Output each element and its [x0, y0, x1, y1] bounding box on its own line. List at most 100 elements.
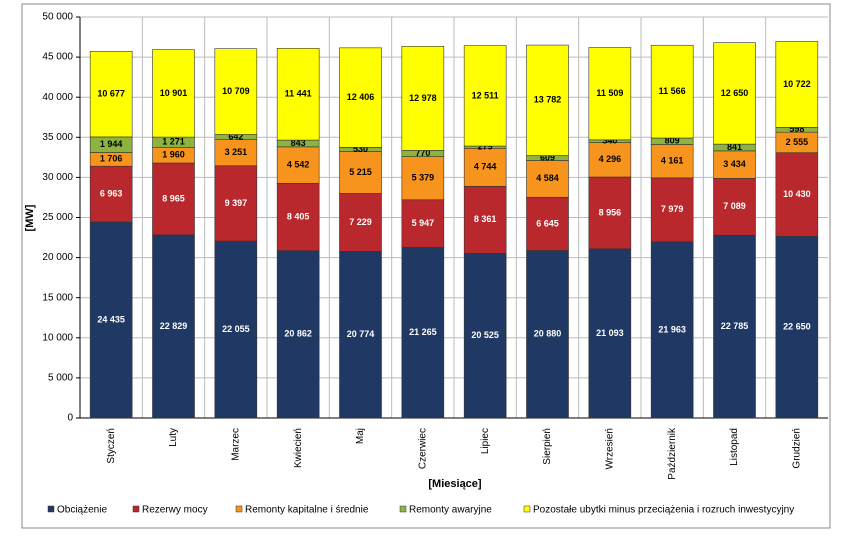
- legend-swatch: [47, 505, 55, 513]
- y-tick-label: 10 000: [42, 332, 73, 343]
- value-label: 10 722: [783, 79, 811, 89]
- x-tick-label: Luty: [168, 428, 179, 447]
- bar-segment: [152, 234, 195, 419]
- bar-segment: [214, 139, 258, 167]
- value-label: 4 296: [599, 154, 622, 164]
- bar-segment: [339, 151, 382, 194]
- value-label: 20 525: [471, 330, 499, 340]
- bar-segment: [775, 152, 819, 237]
- value-label: 13 782: [534, 95, 562, 105]
- bar-segment: [713, 150, 756, 179]
- value-label: 22 785: [721, 321, 749, 331]
- bar-segment: [276, 146, 320, 184]
- value-label: 3 251: [225, 147, 248, 157]
- y-tick-label: 20 000: [42, 252, 73, 263]
- value-label: 5 379: [412, 173, 435, 183]
- value-label: 7 229: [349, 217, 372, 227]
- bar-segment: [713, 234, 756, 419]
- value-label: 5 215: [349, 167, 372, 177]
- value-label: 340: [602, 136, 617, 146]
- y-tick-label: 15 000: [42, 292, 73, 303]
- value-label: 8 405: [287, 211, 310, 221]
- value-label: 770: [415, 148, 430, 158]
- value-label: 11 441: [285, 89, 312, 99]
- value-label: 10 709: [222, 86, 250, 96]
- value-label: 10 901: [160, 88, 188, 98]
- value-label: 6 645: [536, 218, 559, 228]
- bar-segment: [775, 41, 819, 128]
- value-label: 1 271: [162, 137, 185, 147]
- value-label: 841: [727, 142, 742, 152]
- value-label: 530: [353, 144, 368, 154]
- value-label: 4 584: [536, 173, 559, 183]
- value-label: 22 829: [160, 321, 188, 331]
- y-tick-label: 5 000: [48, 373, 73, 384]
- y-tick-label: 30 000: [42, 172, 73, 183]
- legend-swatch: [132, 505, 140, 513]
- value-label: 5 947: [412, 218, 435, 228]
- bar-segment: [713, 178, 756, 236]
- bar-segment: [463, 147, 507, 187]
- value-label: 21 265: [409, 327, 437, 337]
- value-label: 20 862: [284, 329, 312, 339]
- x-tick-label: Sierpień: [542, 428, 553, 465]
- value-label: 24 435: [97, 314, 125, 324]
- value-label: 21 093: [596, 328, 624, 338]
- bar-segment: [526, 44, 569, 156]
- legend-label: Obciążenie: [57, 505, 107, 516]
- value-label: 3 434: [723, 159, 746, 169]
- value-label: 20 774: [347, 329, 375, 339]
- bar-segment: [152, 49, 195, 138]
- value-label: 1 944: [100, 139, 123, 149]
- value-label: 8 965: [162, 193, 185, 203]
- x-tick-label: Lipiec: [480, 428, 491, 454]
- bar-segment: [89, 165, 133, 223]
- bar-segment: [276, 48, 320, 141]
- legend-swatch: [523, 505, 531, 513]
- legend-label: Remonty awaryjne: [409, 505, 492, 516]
- value-label: 21 963: [658, 324, 686, 334]
- value-label: 12 978: [409, 93, 437, 103]
- value-label: 609: [540, 152, 555, 162]
- value-label: 4 542: [287, 159, 310, 169]
- legend-label: Pozostałe ubytki minus przeciążenia i ro…: [533, 505, 794, 516]
- value-label: 598: [789, 124, 804, 134]
- bar-segment: [650, 44, 694, 139]
- value-label: 12 406: [347, 92, 375, 102]
- bar-segment: [650, 177, 694, 243]
- value-label: 11 566: [659, 86, 686, 96]
- value-label: 809: [665, 136, 680, 146]
- value-label: 279: [478, 142, 493, 152]
- bar-segment: [339, 251, 382, 419]
- bar-segment: [276, 182, 320, 251]
- value-label: 22 055: [222, 324, 250, 334]
- value-label: 7 979: [661, 204, 684, 214]
- bar-segment: [89, 221, 133, 419]
- bar-segment: [588, 176, 632, 250]
- bar-segment: [526, 250, 569, 419]
- x-tick-label: Styczeń: [106, 428, 117, 464]
- x-axis-title: [Miesiące]: [428, 478, 482, 490]
- x-tick-label: Wrzesień: [604, 428, 615, 470]
- value-label: 2 555: [786, 137, 809, 147]
- bar-segment: [401, 46, 445, 151]
- value-label: 12 511: [472, 90, 499, 100]
- x-tick-label: Listopad: [729, 428, 740, 466]
- value-label: 843: [291, 138, 306, 148]
- legend-swatch: [235, 505, 243, 513]
- y-tick-label: 40 000: [42, 92, 73, 103]
- bar-segment: [588, 47, 632, 141]
- value-label: 8 956: [599, 207, 622, 217]
- value-label: 6 963: [100, 188, 123, 198]
- value-label: 11 509: [596, 88, 623, 98]
- x-tick-label: Kwiecień: [293, 428, 304, 468]
- bar-segment: [339, 193, 382, 252]
- y-tick-label: 50 000: [42, 12, 73, 23]
- x-tick-label: Grudzień: [791, 428, 802, 469]
- legend-label: Rezerwy mocy: [142, 505, 208, 516]
- value-label: 8 361: [474, 214, 497, 224]
- value-label: 4 161: [661, 156, 684, 166]
- bar-segment: [650, 241, 694, 419]
- bar-segment: [214, 48, 258, 135]
